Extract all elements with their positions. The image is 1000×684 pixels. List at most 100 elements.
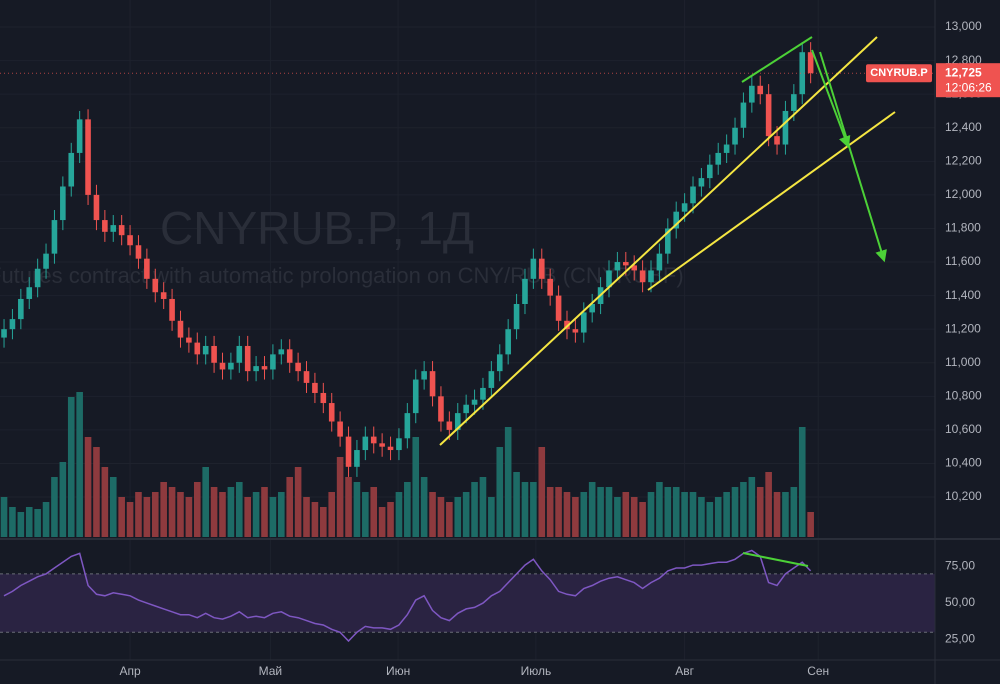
arrow [811, 49, 851, 149]
trend-line [439, 36, 878, 446]
candle-body [60, 186, 66, 221]
volume-bar [202, 467, 209, 537]
volume-bar [639, 502, 646, 537]
volume-bar [462, 492, 470, 537]
candle-body [564, 320, 570, 330]
y-tick-label: 11,200 [945, 321, 981, 335]
y-tick-label: 11,600 [945, 254, 981, 268]
candle-body [93, 194, 100, 221]
volume-bar [303, 497, 310, 537]
volume-bar [412, 437, 420, 537]
candle-body [681, 203, 688, 212]
volume-bar [420, 477, 428, 537]
volume-bar [101, 467, 109, 537]
volume-bar [395, 492, 403, 537]
candle-body [337, 421, 343, 437]
volume-bar [34, 509, 41, 537]
y-tick-label: 12,400 [945, 120, 982, 134]
volume-bar [664, 487, 672, 537]
candle-body [144, 258, 150, 279]
candle-body [446, 421, 453, 430]
candle-body [757, 85, 764, 95]
watermark-subtitle: Futures contract with automatic prolonga… [0, 263, 684, 288]
candle-body [303, 371, 310, 383]
y-tick-label: 10,600 [945, 422, 982, 436]
volume-bar [748, 477, 756, 537]
volume-bar [25, 507, 33, 537]
volume-bar [177, 492, 184, 537]
candle-body [555, 295, 562, 321]
volume-bar [269, 497, 277, 537]
volume-bar [67, 397, 75, 537]
y-tick-label: 10,200 [945, 489, 982, 503]
candle-body [740, 102, 747, 128]
y-tick-label: 11,400 [945, 288, 981, 302]
candle-body [169, 298, 175, 321]
volume-bar [17, 512, 25, 537]
volume-bar [605, 487, 613, 537]
volume-bar [597, 487, 604, 537]
candle-body [606, 270, 612, 288]
candle-body [530, 258, 537, 279]
volume-bar [320, 507, 327, 537]
candle-body [572, 329, 579, 333]
candle-body [547, 278, 553, 296]
candle-body [43, 253, 49, 269]
trend-line [742, 552, 809, 567]
candle-body [522, 278, 528, 305]
candle-body [429, 371, 436, 397]
candle-body [690, 186, 696, 204]
volume-bar [471, 482, 478, 537]
candle-body [732, 127, 738, 145]
candle-body [698, 178, 705, 187]
countdown-label: 12:06:26 [945, 80, 992, 94]
candle-body [513, 304, 520, 330]
candle-body [160, 292, 167, 299]
y-tick-label: 11,800 [945, 221, 981, 235]
volume-bar [387, 502, 394, 537]
candle-body [278, 349, 285, 355]
volume-bar [563, 492, 571, 537]
candle-body [194, 342, 201, 355]
volume-bar [219, 492, 226, 537]
volume-bar [782, 492, 789, 537]
volume-bar [42, 502, 50, 537]
candle-body [9, 319, 16, 330]
volume-bar [370, 487, 378, 537]
candle-body [749, 85, 755, 103]
rsi-line [3, 549, 812, 643]
axes: 10,200 10,400 10,600 10,800 11,000 11,200 11,4… [119, 19, 1000, 678]
candle-body [18, 298, 24, 320]
y-tick-label: 10,400 [945, 456, 982, 470]
plot [0, 42, 935, 643]
candle-body [110, 225, 117, 232]
y-tick-label: 12,000 [945, 187, 982, 201]
y-tick-label: 50,00 [945, 595, 975, 609]
candle-body [186, 337, 192, 343]
candle-body [639, 270, 646, 283]
candle-body [362, 436, 369, 451]
volume-bar [261, 487, 268, 537]
volume-bar [437, 497, 445, 537]
volume-bar [656, 482, 663, 537]
volume-bar [446, 502, 453, 537]
x-tick-label: Авг [675, 664, 694, 678]
volume-bar [193, 482, 201, 537]
trend-line [647, 111, 896, 291]
volume-bar [622, 492, 630, 537]
x-tick-label: Май [259, 664, 283, 678]
volume-bar [286, 477, 294, 537]
candle-body [236, 345, 243, 363]
candle-body [471, 399, 478, 405]
candle-body [76, 119, 83, 153]
candle-body [673, 211, 680, 229]
volume-bar [706, 502, 714, 537]
rsi-band [0, 573, 935, 633]
candle-body [295, 362, 301, 372]
candle-body [438, 396, 444, 422]
volume-bar [546, 487, 554, 537]
volume-bar [59, 462, 67, 537]
candle-body [127, 235, 133, 246]
